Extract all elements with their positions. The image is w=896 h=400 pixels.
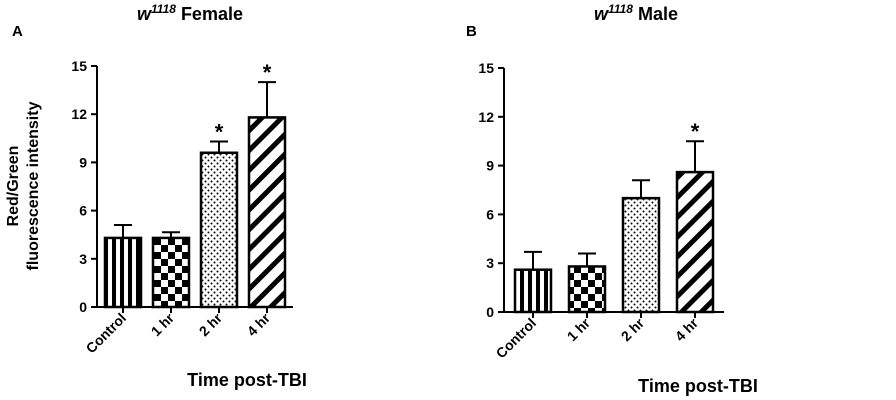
y-tick-label-b-1: 3 — [486, 255, 494, 271]
panel-b-title-main: w — [594, 4, 609, 24]
significance-b-3: * — [691, 119, 700, 144]
panel-b-title: w1118 Male — [594, 2, 678, 24]
bar-b-3 — [675, 170, 715, 314]
y-tick-label-b-3: 9 — [486, 158, 494, 174]
panel-b-title-sup: 1118 — [608, 2, 633, 16]
significance-a-3: * — [263, 60, 272, 85]
category-label-a-3: 4 hr — [244, 309, 274, 339]
category-label-b-2: 2 hr — [618, 314, 648, 344]
category-label-a-2: 2 hr — [196, 309, 226, 339]
y-tick-label-a-5: 15 — [71, 58, 87, 74]
y-tick-label-a-4: 12 — [71, 106, 87, 122]
bar-a-3 — [247, 116, 287, 309]
panel-b-title-rest: Male — [633, 4, 678, 24]
category-label-b-0: Control — [493, 315, 540, 362]
category-label-a-0: Control — [83, 310, 130, 357]
plot-area-a: 0 3 6 9 12 15 Control 1 hr * 2 hr * 4 hr — [71, 58, 293, 356]
panel-a-title-rest: Female — [176, 4, 243, 24]
panel-a-title-sup: 1118 — [151, 2, 176, 16]
y-tick-label-b-4: 12 — [478, 109, 494, 125]
panel-b: B w1118 Male Time post-TBI 0 3 6 9 12 15 Contr… — [466, 2, 758, 396]
x-axis-label-b: Time post-TBI — [638, 376, 758, 396]
plot-area-b: 0 3 6 9 12 15 Control 1 hr 2 hr * 4 hr — [478, 60, 724, 361]
y-tick-label-b-5: 15 — [478, 60, 494, 76]
bar-a-0 — [103, 236, 143, 309]
panel-a-title-main: w — [137, 4, 152, 24]
panel-letter-a: A — [12, 23, 23, 40]
y-tick-label-a-0: 0 — [79, 299, 87, 315]
bar-b-2 — [621, 196, 661, 314]
y-axis-label-line-2: fluorescence intensity — [25, 101, 42, 270]
panel-a-title: w1118 Female — [137, 2, 243, 24]
panel-a: A w1118 Female Red/Green fluorescence in… — [5, 2, 307, 390]
category-label-a-1: 1 hr — [148, 309, 178, 339]
bar-b-1 — [567, 265, 607, 314]
bar-a-2 — [199, 151, 239, 309]
y-tick-label-a-3: 9 — [79, 154, 87, 170]
bar-b-0 — [513, 268, 553, 314]
bar-a-1 — [151, 236, 191, 309]
y-tick-label-a-1: 3 — [79, 251, 87, 267]
y-axis-label-line-1: Red/Green — [5, 146, 22, 227]
y-tick-label-b-0: 0 — [486, 304, 494, 320]
panel-letter-b: B — [466, 23, 477, 40]
category-label-b-1: 1 hr — [564, 314, 594, 344]
x-axis-label-a: Time post-TBI — [187, 370, 307, 390]
y-tick-label-a-2: 6 — [79, 203, 87, 219]
category-label-b-3: 4 hr — [672, 314, 702, 344]
y-tick-label-b-2: 6 — [486, 206, 494, 222]
significance-a-2: * — [215, 120, 224, 145]
